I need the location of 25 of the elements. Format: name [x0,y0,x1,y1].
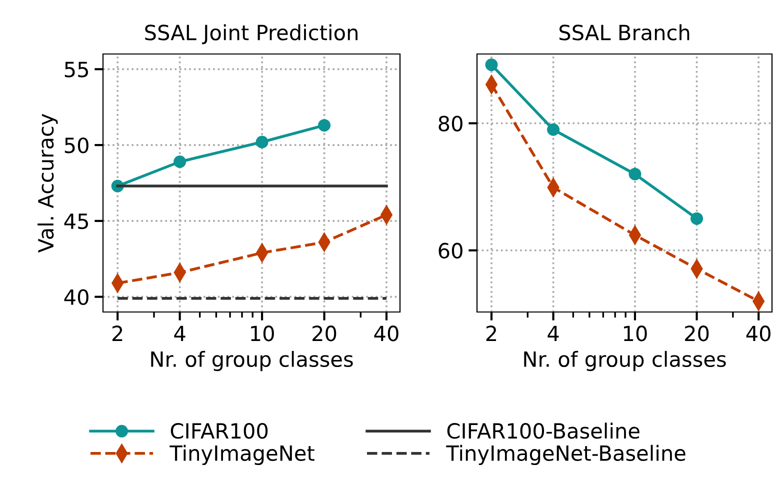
y-tick-label: 60 [438,242,462,259]
legend-label: CIFAR100 [170,423,268,439]
legend-label: TinyImageNet [170,444,314,466]
x-tick-label: 10 [624,326,647,342]
x-tick-label: 2 [112,326,122,342]
x-tick-label: 2 [486,326,496,342]
x-axis-title: Nr. of group classes [151,350,353,372]
legend-label: TinyImageNet-Baseline [446,444,686,466]
y-tick-label: 45 [64,214,88,230]
x-tick-label: 40 [746,326,770,342]
x-tick-label: 20 [312,326,336,342]
x-tick-label: 4 [174,326,186,342]
x-axis-title: Nr. of group classes [524,350,726,372]
y-axis-title: Val. Accuracy [38,114,58,253]
x-tick-label: 40 [374,326,398,342]
x-tick-label: 10 [251,326,274,342]
x-tick-label: 4 [548,326,559,342]
y-tick-label: 55 [64,62,88,78]
chart-title: SSAL Joint Prediction [145,24,358,44]
y-tick-label: 80 [438,116,462,132]
x-tick-label: 20 [685,326,709,342]
y-tick-label: 50 [64,138,88,154]
legend-label: CIFAR100-Baseline [447,422,640,439]
y-tick-label: 40 [64,289,88,306]
chart-title: SSAL Branch [559,24,690,40]
